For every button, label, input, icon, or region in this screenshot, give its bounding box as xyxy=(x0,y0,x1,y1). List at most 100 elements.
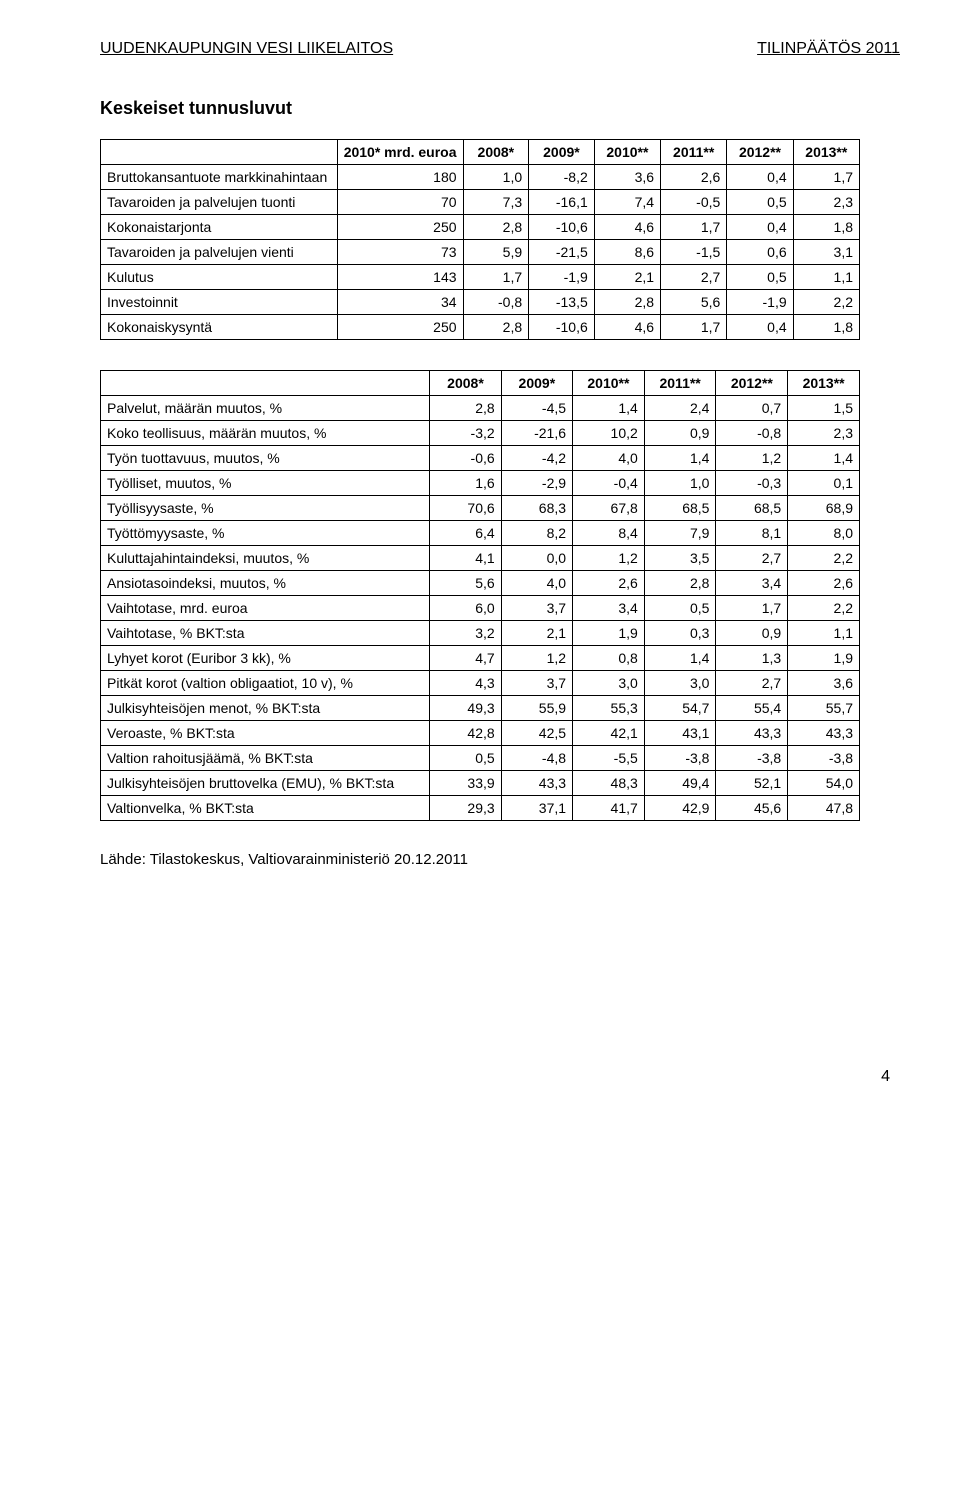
cell-value: -1,9 xyxy=(727,290,793,315)
table-row: Työn tuottavuus, muutos, %-0,6-4,24,01,4… xyxy=(101,446,860,471)
cell-value: 43,1 xyxy=(644,721,716,746)
cell-value: 2,8 xyxy=(594,290,660,315)
cell-value: 45,6 xyxy=(716,796,788,821)
table-row: Tavaroiden ja palvelujen vienti735,9-21,… xyxy=(101,240,860,265)
row-label: Bruttokansantuote markkinahintaan xyxy=(101,165,338,190)
cell-value: 41,7 xyxy=(573,796,645,821)
table-row: Työttömyysaste, %6,48,28,47,98,18,0 xyxy=(101,521,860,546)
row-label: Kuluttajahintaindeksi, muutos, % xyxy=(101,546,430,571)
cell-value: 43,3 xyxy=(788,721,860,746)
row-label: Palvelut, määrän muutos, % xyxy=(101,396,430,421)
cell-value: -0,8 xyxy=(463,290,529,315)
cell-value: 1,4 xyxy=(573,396,645,421)
table-row: Koko teollisuus, määrän muutos, %-3,2-21… xyxy=(101,421,860,446)
table-row: Julkisyhteisöjen menot, % BKT:sta49,355,… xyxy=(101,696,860,721)
cell-value: 42,5 xyxy=(501,721,572,746)
cell-value: 8,2 xyxy=(501,521,572,546)
cell-value: 5,9 xyxy=(463,240,529,265)
cell-value: 1,5 xyxy=(788,396,860,421)
col-header-blank xyxy=(101,371,430,396)
cell-value: -1,9 xyxy=(529,265,595,290)
row-label: Valtion rahoitusjäämä, % BKT:sta xyxy=(101,746,430,771)
header-left: UUDENKAUPUNGIN VESI LIIKELAITOS xyxy=(100,40,393,58)
table-row: Työllisyysaste, %70,668,367,868,568,568,… xyxy=(101,496,860,521)
cell-value: 0,4 xyxy=(727,165,793,190)
table-row: Kokonaistarjonta2502,8-10,64,61,70,41,8 xyxy=(101,215,860,240)
cell-value: 2,2 xyxy=(793,290,859,315)
col-header-2012: 2012** xyxy=(727,140,793,165)
page-number: 4 xyxy=(100,1068,900,1086)
cell-value: -0,6 xyxy=(430,446,501,471)
cell-value: 2,1 xyxy=(594,265,660,290)
cell-value: 4,0 xyxy=(573,446,645,471)
col-header-2013: 2013** xyxy=(788,371,860,396)
cell-value: 3,4 xyxy=(716,571,788,596)
cell-value: 2,2 xyxy=(788,546,860,571)
cell-value: 2,8 xyxy=(430,396,501,421)
row-label: Tavaroiden ja palvelujen vienti xyxy=(101,240,338,265)
row-label: Vaihtotase, mrd. euroa xyxy=(101,596,430,621)
cell-value: -21,5 xyxy=(529,240,595,265)
cell-value: 8,1 xyxy=(716,521,788,546)
cell-value: 2,3 xyxy=(793,190,859,215)
row-label: Kokonaiskysyntä xyxy=(101,315,338,340)
col-header-mrd: 2010* mrd. euroa xyxy=(337,140,463,165)
table-row: Vaihtotase, % BKT:sta3,22,11,90,30,91,1 xyxy=(101,621,860,646)
cell-value: 49,3 xyxy=(430,696,501,721)
col-header-2009: 2009* xyxy=(501,371,572,396)
cell-value: 2,7 xyxy=(716,671,788,696)
cell-value: 1,7 xyxy=(793,165,859,190)
row-label: Lyhyet korot (Euribor 3 kk), % xyxy=(101,646,430,671)
cell-value: 4,0 xyxy=(501,571,572,596)
cell-value: 2,8 xyxy=(463,315,529,340)
cell-value: 42,1 xyxy=(573,721,645,746)
cell-value: 1,4 xyxy=(644,646,716,671)
cell-value: 8,0 xyxy=(788,521,860,546)
cell-value: -5,5 xyxy=(573,746,645,771)
cell-value: -21,6 xyxy=(501,421,572,446)
cell-value: 0,5 xyxy=(644,596,716,621)
cell-value: -0,3 xyxy=(716,471,788,496)
cell-value: 42,9 xyxy=(644,796,716,821)
cell-value: 3,4 xyxy=(573,596,645,621)
cell-value: 5,6 xyxy=(430,571,501,596)
cell-value: 0,8 xyxy=(573,646,645,671)
cell-value: 0,4 xyxy=(727,315,793,340)
cell-value: 43,3 xyxy=(716,721,788,746)
cell-value: 1,1 xyxy=(793,265,859,290)
cell-value: -3,8 xyxy=(788,746,860,771)
cell-value: 5,6 xyxy=(661,290,727,315)
cell-value: 0,6 xyxy=(727,240,793,265)
cell-value: 0,5 xyxy=(727,265,793,290)
cell-value: 2,1 xyxy=(501,621,572,646)
cell-value: 4,7 xyxy=(430,646,501,671)
cell-value: 6,0 xyxy=(430,596,501,621)
cell-value: 3,0 xyxy=(573,671,645,696)
row-label: Julkisyhteisöjen bruttovelka (EMU), % BK… xyxy=(101,771,430,796)
col-header-blank xyxy=(101,140,338,165)
cell-value: -0,5 xyxy=(661,190,727,215)
row-label: Kokonaistarjonta xyxy=(101,215,338,240)
cell-value: 4,6 xyxy=(594,215,660,240)
cell-value: 2,6 xyxy=(573,571,645,596)
cell-value: 1,7 xyxy=(661,215,727,240)
row-label: Investoinnit xyxy=(101,290,338,315)
cell-value: 3,7 xyxy=(501,671,572,696)
cell-value: 250 xyxy=(337,315,463,340)
cell-value: -3,8 xyxy=(716,746,788,771)
row-label: Työn tuottavuus, muutos, % xyxy=(101,446,430,471)
cell-value: 143 xyxy=(337,265,463,290)
cell-value: 1,0 xyxy=(644,471,716,496)
cell-value: 1,8 xyxy=(793,215,859,240)
cell-value: 0,1 xyxy=(788,471,860,496)
col-header-2011: 2011** xyxy=(644,371,716,396)
cell-value: 3,6 xyxy=(594,165,660,190)
col-header-2012: 2012** xyxy=(716,371,788,396)
table-indicators: 2008* 2009* 2010** 2011** 2012** 2013** … xyxy=(100,370,860,821)
cell-value: 1,2 xyxy=(716,446,788,471)
cell-value: -2,9 xyxy=(501,471,572,496)
cell-value: -3,8 xyxy=(644,746,716,771)
cell-value: 1,4 xyxy=(788,446,860,471)
cell-value: 180 xyxy=(337,165,463,190)
cell-value: 3,6 xyxy=(788,671,860,696)
